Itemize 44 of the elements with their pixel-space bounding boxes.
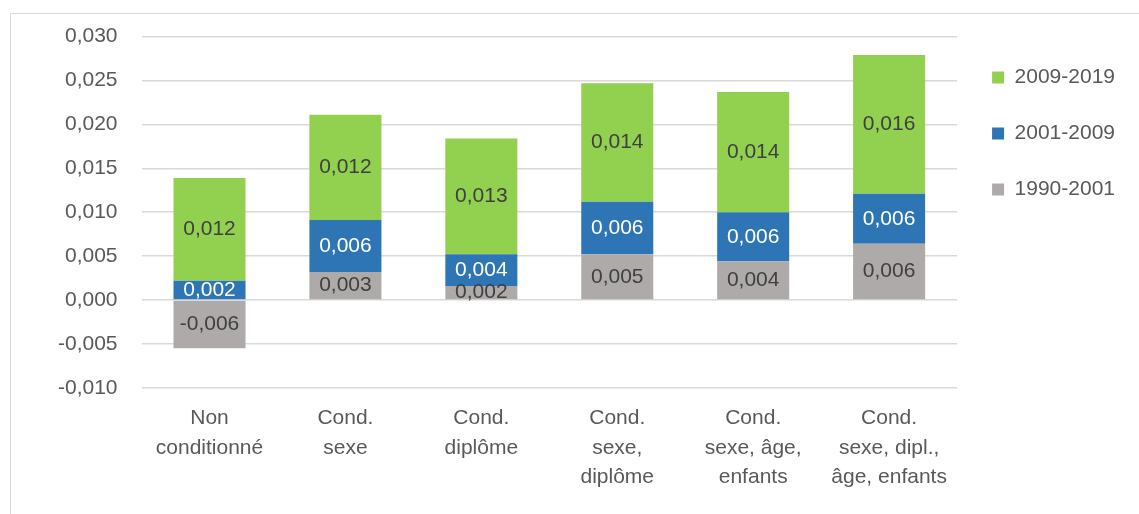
data-label: -0,006 [179,311,240,335]
data-label: 0,013 [455,183,508,207]
y-tick-label: 0,010 [64,199,118,222]
x-tick-label: Non conditionné [155,405,264,458]
bar [717,91,790,213]
data-label: 0,016 [862,111,916,135]
data-label: 0,006 [862,205,916,229]
x-tick-label: Cond. sexe [317,405,374,458]
data-label: 0,014 [590,129,644,153]
data-label: 0,012 [183,216,236,240]
data-label: 0,003 [319,272,372,296]
data-label: 0,002 [455,279,508,303]
data-label: 0,014 [726,138,780,162]
bar [581,83,654,202]
data-label: 0,002 [183,276,236,300]
data-label: 0,006 [319,232,372,256]
data-label: 0,006 [862,258,916,282]
y-tick-label: 0,000 [64,286,118,310]
data-label: 0,004 [726,267,780,291]
data-label: 0,004 [455,256,508,280]
bar [309,220,382,272]
x-tick-label: Cond. sexe, dipl., âge, enfants [831,405,947,488]
data-label: 0,006 [590,214,644,238]
bar [445,138,518,255]
bar [853,55,926,194]
y-tick-label: 0,015 [64,155,118,179]
y-tick-label: 0,025 [64,67,118,91]
bar [309,114,382,221]
x-tick-label: Cond. diplôme [444,405,519,458]
bar [853,243,926,300]
y-tick-label: -0,010 [58,374,118,398]
y-tick-label: 0,030 [64,23,118,47]
data-label: 0,006 [726,223,780,247]
data-label: 0,012 [319,154,372,178]
x-tick-label: Cond. sexe, diplôme [580,405,655,488]
legend-label: 1990-2001 [1014,176,1116,200]
legend-label: 2009-2019 [1014,64,1116,88]
data-label: 0,005 [590,263,644,287]
legend-label: 2001-2009 [1014,120,1116,144]
y-tick-label: -0,005 [58,330,118,354]
y-tick-label: 0,005 [64,242,118,266]
x-tick-label: Cond. sexe, âge, enfants [704,405,802,488]
bar [173,177,246,281]
y-tick-label: 0,020 [64,111,118,135]
